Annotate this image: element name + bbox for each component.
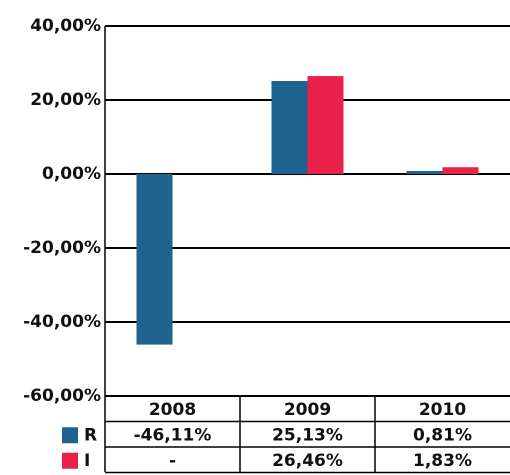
value-label: 1,83% [413,451,472,471]
value-label: 0,81% [413,425,472,445]
value-label: 25,13% [272,425,343,445]
bar [136,174,173,345]
y-tick-label: -60,00% [23,386,101,406]
bar [307,76,344,174]
bar [442,167,479,174]
x-tick-label: 2008 [149,400,196,420]
legend-swatch [62,452,78,469]
legend-label: R [84,425,97,445]
y-tick-label: 0,00% [42,164,101,184]
x-tick-label: 2010 [419,400,466,420]
y-tick-label: -40,00% [23,312,101,332]
value-label: - [169,451,176,471]
value-label: -46,11% [134,425,212,445]
legend-label: I [84,451,90,471]
y-tick-label: 40,00% [30,16,101,36]
y-tick-label: 20,00% [30,90,101,110]
value-label: 26,46% [272,451,343,471]
x-tick-label: 2009 [284,400,331,420]
bar [406,171,443,174]
legend-swatch [62,427,78,444]
bar [271,81,308,174]
y-tick-label: -20,00% [23,238,101,258]
